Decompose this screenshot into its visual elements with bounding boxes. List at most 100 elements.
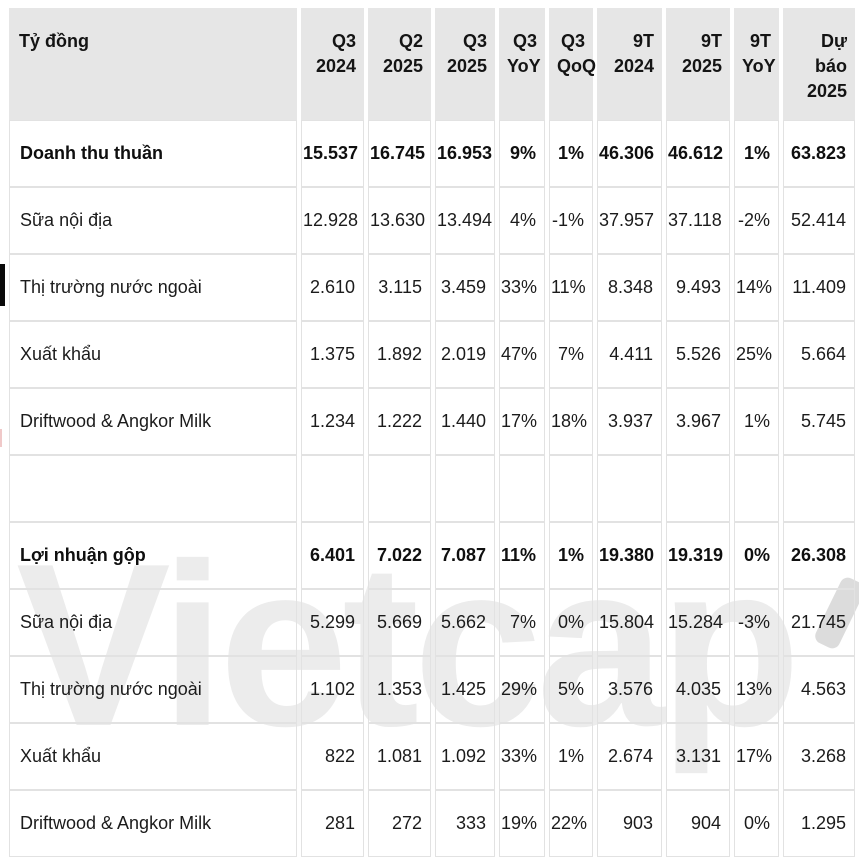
value-cell: 21.745: [783, 589, 855, 656]
value-cell: 1%: [549, 723, 593, 790]
value-cell: 15.537: [301, 120, 364, 187]
value-cell: 16.745: [368, 120, 431, 187]
col-header-9t-2025: 9T 2025: [666, 8, 730, 120]
value-cell: 3.459: [435, 254, 495, 321]
value-cell: 33%: [499, 254, 545, 321]
value-cell: 13%: [734, 656, 779, 723]
row-label: Doanh thu thuần: [9, 120, 297, 187]
value-cell: 5.664: [783, 321, 855, 388]
value-cell: 7%: [549, 321, 593, 388]
row-label: Sữa nội địa: [9, 589, 297, 656]
col-header-q3-yoy: Q3 YoY: [499, 8, 545, 120]
value-cell: 2.674: [597, 723, 662, 790]
value-cell: 903: [597, 790, 662, 857]
value-cell: 1%: [549, 120, 593, 187]
value-cell: 37.957: [597, 187, 662, 254]
value-cell: 22%: [549, 790, 593, 857]
col-header-q3-2025: Q3 2025: [435, 8, 495, 120]
value-cell: 19.319: [666, 522, 730, 589]
value-cell: 5.662: [435, 589, 495, 656]
value-cell: 12.928: [301, 187, 364, 254]
value-cell: 63.823: [783, 120, 855, 187]
col-header-9t-2024: 9T 2024: [597, 8, 662, 120]
spacer-row: [9, 455, 855, 522]
col-header-q3-qoq: Q3 QoQ: [549, 8, 596, 120]
value-cell: 904: [666, 790, 730, 857]
value-cell: 2.610: [301, 254, 364, 321]
row-label: [9, 455, 297, 522]
text-cursor-artifact: [0, 264, 5, 306]
table-row: Xuất khẩu 1.375 1.892 2.019 47% 7% 4.411 5.526 2…: [9, 321, 855, 388]
row-label: Sữa nội địa: [9, 187, 297, 254]
value-cell: [783, 455, 855, 522]
value-cell: 52.414: [783, 187, 855, 254]
col-header-forecast-2025: Dự báo 2025: [783, 8, 855, 120]
value-cell: 47%: [499, 321, 545, 388]
value-cell: 3.268: [783, 723, 855, 790]
table-row: Driftwood & Angkor Milk 281 272 333 19% 22% 90…: [9, 790, 855, 857]
value-cell: 0%: [734, 522, 779, 589]
value-cell: 46.612: [666, 120, 730, 187]
table-row: Sữa nội địa 12.928 13.630 13.494 4% -1% 37.957…: [9, 187, 855, 254]
value-cell: 2.019: [435, 321, 495, 388]
value-cell: 3.131: [666, 723, 730, 790]
col-header-q3-2024: Q3 2024: [301, 8, 364, 120]
table-row: Xuất khẩu 822 1.081 1.092 33% 1% 2.674 3.131 17%…: [9, 723, 855, 790]
col-header-q2-2025: Q2 2025: [368, 8, 431, 120]
row-label: Xuất khẩu: [9, 723, 297, 790]
table-body: Doanh thu thuần 15.537 16.745 16.953 9% 1% 46.…: [9, 120, 855, 857]
row-label: Thị trường nước ngoài: [9, 254, 297, 321]
value-cell: 26.308: [783, 522, 855, 589]
row-label: Driftwood & Angkor Milk: [9, 388, 297, 455]
value-cell: 25%: [734, 321, 779, 388]
value-cell: 3.115: [368, 254, 431, 321]
col-header-9t-yoy: 9T YoY: [734, 8, 779, 120]
value-cell: -2%: [734, 187, 779, 254]
value-cell: [368, 455, 431, 522]
value-cell: 5%: [549, 656, 593, 723]
value-cell: 33%: [499, 723, 545, 790]
left-edge-artifact: [0, 429, 2, 447]
value-cell: 1.375: [301, 321, 364, 388]
value-cell: 272: [368, 790, 431, 857]
value-cell: 4%: [499, 187, 545, 254]
value-cell: 11%: [549, 254, 593, 321]
table-row: Doanh thu thuần 15.537 16.745 16.953 9% 1% 46.…: [9, 120, 855, 187]
value-cell: 5.299: [301, 589, 364, 656]
value-cell: 0%: [734, 790, 779, 857]
financial-table: Tỷ đồng Q3 2024 Q2 2025 Q3 2025 Q3 YoY Q…: [5, 8, 859, 857]
value-cell: [435, 455, 495, 522]
value-cell: 4.035: [666, 656, 730, 723]
header-row: Tỷ đồng Q3 2024 Q2 2025 Q3 2025 Q3 YoY Q…: [9, 8, 855, 120]
value-cell: 281: [301, 790, 364, 857]
value-cell: [666, 455, 730, 522]
value-cell: 19.380: [597, 522, 662, 589]
value-cell: 17%: [499, 388, 545, 455]
value-cell: -3%: [734, 589, 779, 656]
value-cell: 37.118: [666, 187, 730, 254]
value-cell: 1.234: [301, 388, 364, 455]
value-cell: 1%: [734, 120, 779, 187]
value-cell: 1%: [549, 522, 593, 589]
value-cell: 6.401: [301, 522, 364, 589]
value-cell: 16.953: [435, 120, 495, 187]
value-cell: [549, 455, 593, 522]
value-cell: 11%: [499, 522, 545, 589]
value-cell: [734, 455, 779, 522]
table-row: Thị trường nước ngoài 2.610 3.115 3.459 33% 1…: [9, 254, 855, 321]
value-cell: 1.222: [368, 388, 431, 455]
row-label: Driftwood & Angkor Milk: [9, 790, 297, 857]
value-cell: 1.102: [301, 656, 364, 723]
value-cell: 1.081: [368, 723, 431, 790]
table-row: Driftwood & Angkor Milk 1.234 1.222 1.440 17…: [9, 388, 855, 455]
col-header-unit: Tỷ đồng: [9, 8, 297, 120]
value-cell: 1.353: [368, 656, 431, 723]
value-cell: 0%: [549, 589, 593, 656]
value-cell: [301, 455, 364, 522]
value-cell: [597, 455, 662, 522]
value-cell: 13.630: [368, 187, 431, 254]
value-cell: 7%: [499, 589, 545, 656]
value-cell: 3.576: [597, 656, 662, 723]
value-cell: 1.440: [435, 388, 495, 455]
